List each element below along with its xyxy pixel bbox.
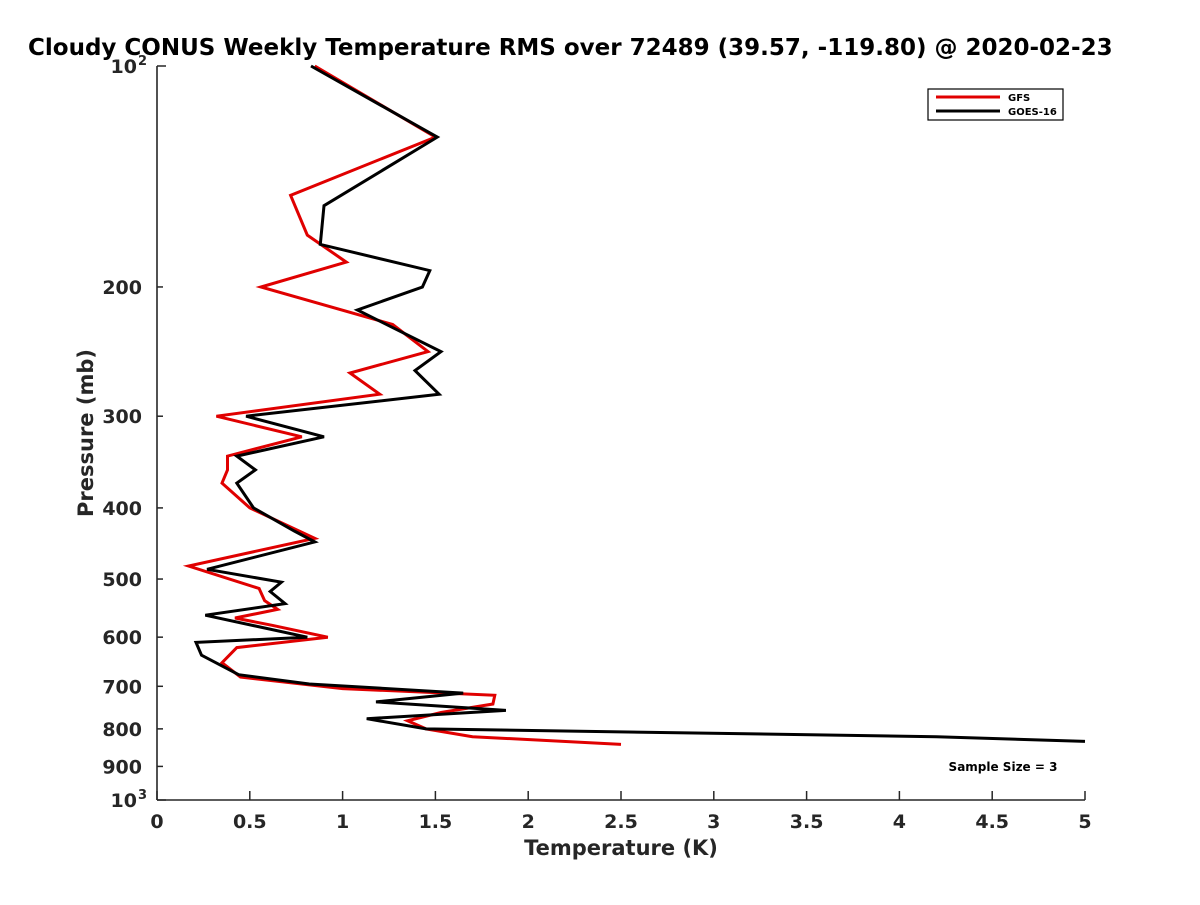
y-tick-exponent: 3 xyxy=(138,788,147,803)
series-line-goes-16 xyxy=(193,64,1086,743)
y-tick-label: 600 xyxy=(102,627,142,649)
x-tick-label: 1 xyxy=(336,811,349,833)
y-tick-label: 900 xyxy=(102,756,142,778)
x-tick-label: 4.5 xyxy=(975,811,1009,833)
y-axis-label: Pressure (mb) xyxy=(74,349,98,517)
series-line-gfs xyxy=(182,64,622,746)
x-tick-label: 2 xyxy=(522,811,535,833)
x-tick-label: 2.5 xyxy=(604,811,638,833)
x-tick-label: 4 xyxy=(893,811,906,833)
y-tick-label: 300 xyxy=(102,406,142,428)
x-tick-label: 1.5 xyxy=(419,811,453,833)
y-tick-label: 500 xyxy=(102,569,142,591)
sample-size-note: Sample Size = 3 xyxy=(949,760,1058,774)
plot-area: 0 0.5 1 1.5 2 2.5 3 3.5 4 4.5 510 22003004005006007… xyxy=(102,54,1091,833)
x-tick-label: 3.5 xyxy=(790,811,824,833)
x-tick-label: 5 xyxy=(1078,811,1091,833)
x-tick-label: 0 xyxy=(150,811,163,833)
x-tick-label: 3 xyxy=(707,811,720,833)
legend-label: GFS xyxy=(1008,93,1030,104)
y-tick-label: 10 xyxy=(111,790,137,812)
legend-label: GOES-16 xyxy=(1008,107,1057,118)
legend: GFS GOES-16 xyxy=(927,88,1064,121)
chart-title: Cloudy CONUS Weekly Temperature RMS over… xyxy=(28,35,1113,61)
y-tick-label: 10 xyxy=(111,56,137,78)
y-tick-label: 700 xyxy=(102,676,142,698)
legend-box xyxy=(927,88,1064,121)
y-tick-label: 800 xyxy=(102,719,142,741)
x-tick-label: 0.5 xyxy=(233,811,267,833)
y-tick-label: 400 xyxy=(102,498,142,520)
x-axis-label: Temperature (K) xyxy=(524,836,718,860)
y-tick-label: 200 xyxy=(102,277,142,299)
y-tick-exponent: 2 xyxy=(138,54,147,69)
